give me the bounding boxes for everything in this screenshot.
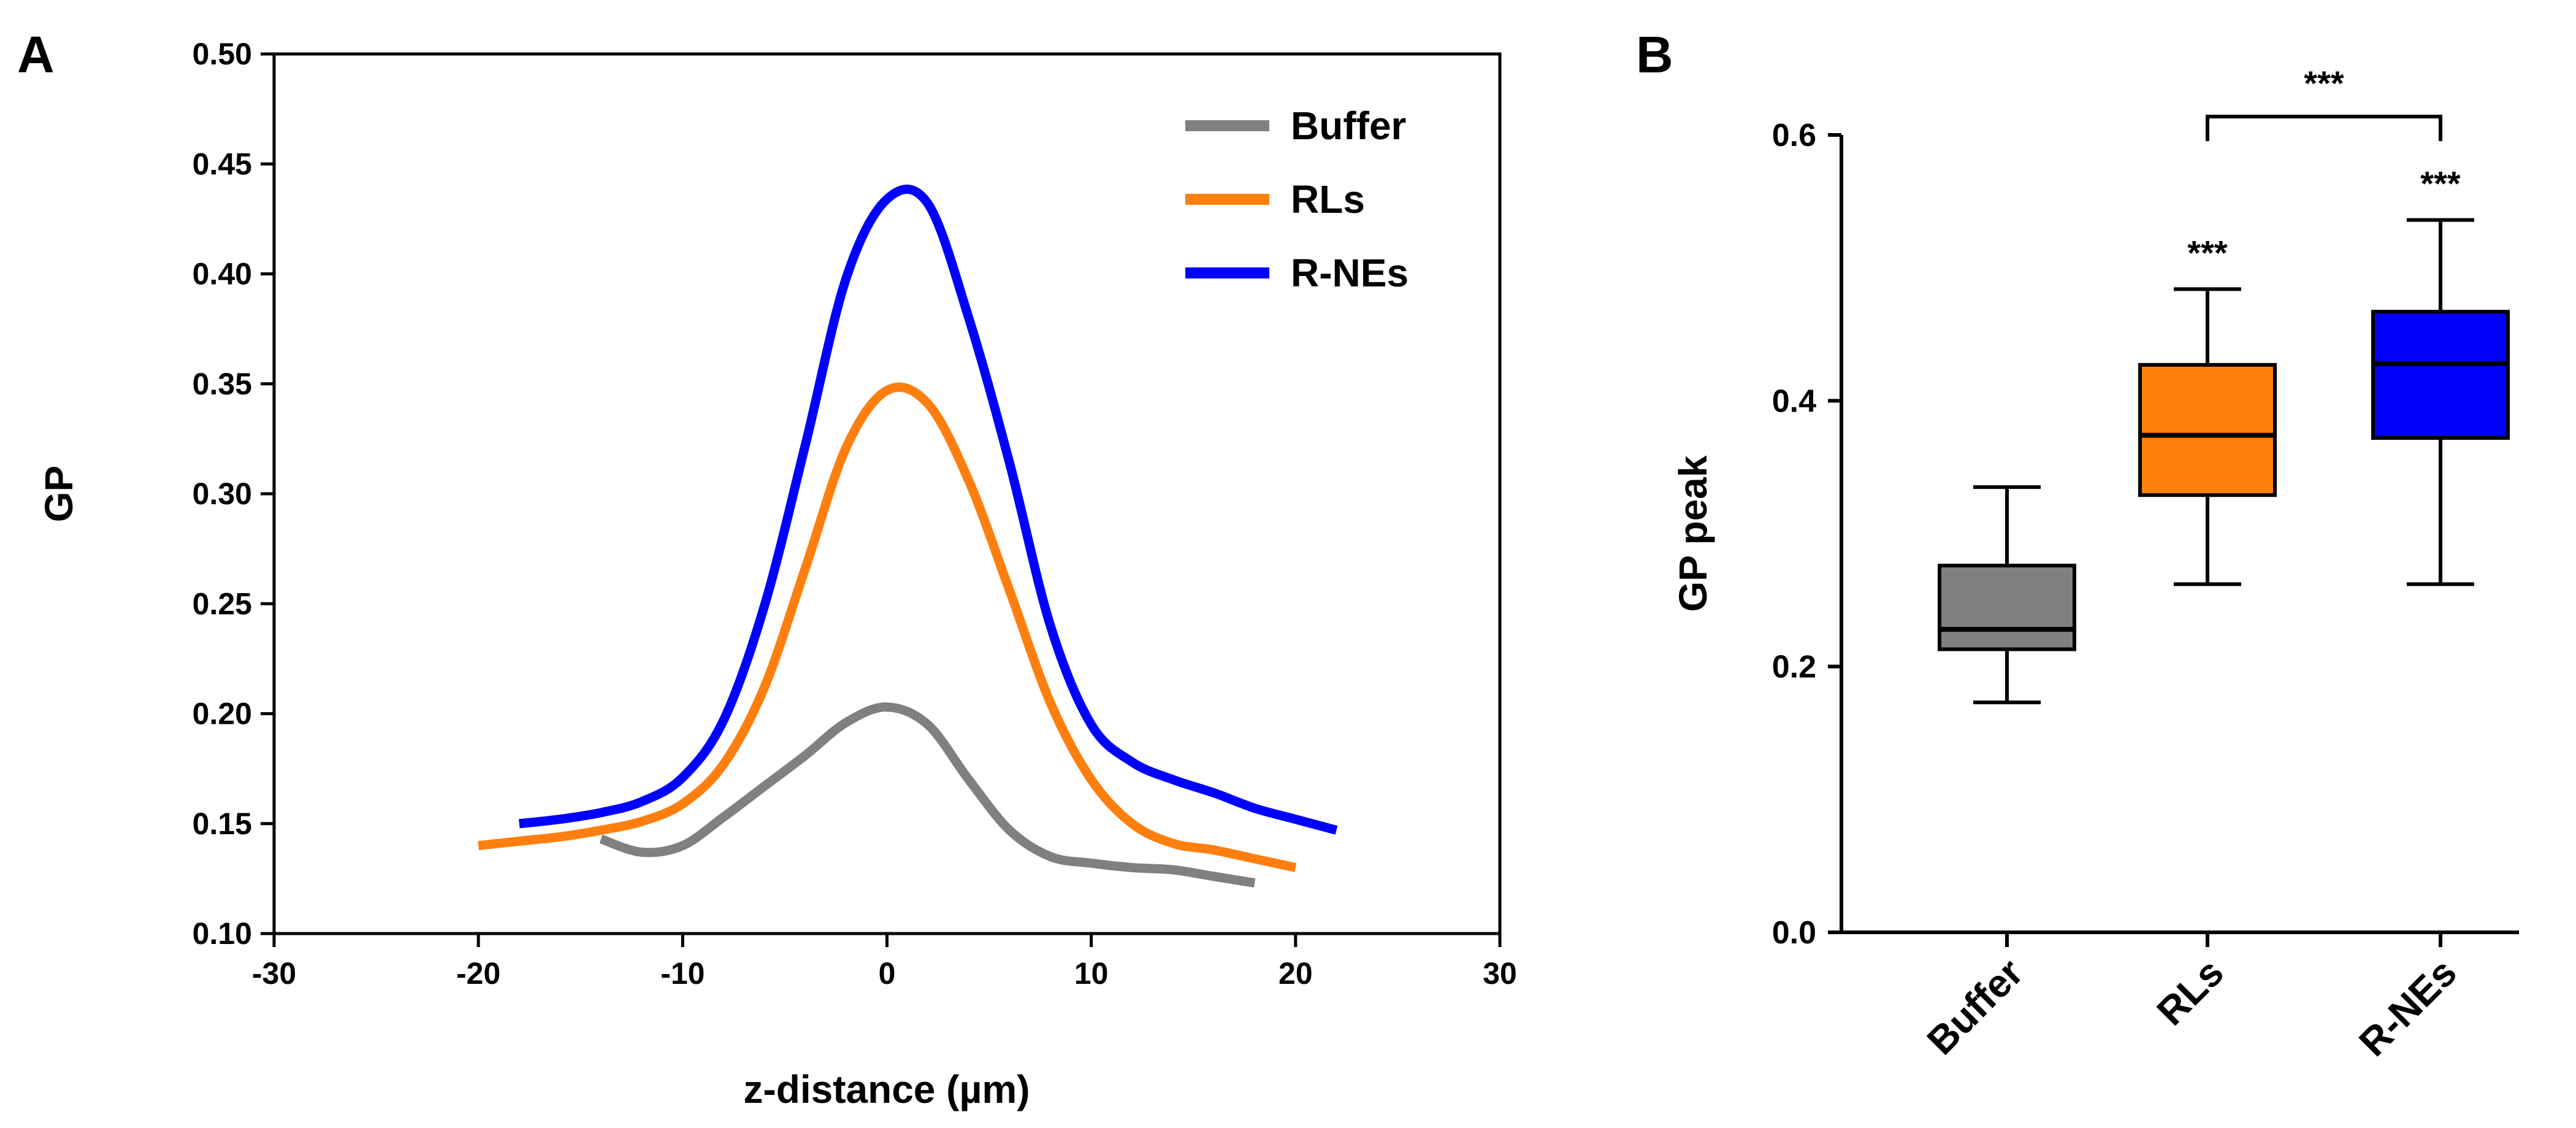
y-tick-label: 0.50 — [193, 37, 252, 71]
y-tick-label: 0.6 — [1772, 118, 1816, 153]
significance-marker-r-nes: *** — [2420, 164, 2461, 203]
legend-label-rls: RLs — [1291, 177, 1365, 221]
y-tick-label: 0.45 — [193, 147, 252, 181]
y-tick-label: 0.15 — [193, 807, 252, 841]
y-tick-label: 0.10 — [193, 916, 252, 951]
box-rls — [2138, 287, 2277, 586]
x-category-label-r-nes: R-NEs — [2350, 950, 2465, 1065]
y-tick-label: 0.20 — [193, 697, 252, 731]
panel-b-y-axis: 0.0 0.2 0.4 0.6 — [1772, 118, 1841, 951]
y-tick-label: 0.40 — [193, 257, 252, 291]
y-tick-label: 0.0 — [1772, 915, 1816, 951]
panel-a-x-axis: -30 -20 -10 0 10 20 30 — [252, 934, 1517, 991]
y-tick-label: 0.35 — [193, 367, 252, 401]
series-line-r-nes — [518, 185, 1338, 835]
box-r-nes — [2371, 218, 2510, 586]
panel-a-series-group — [478, 185, 1338, 888]
x-category-label-rls: RLs — [2148, 950, 2231, 1034]
panel-a-line-chart: -30 -20 -10 0 10 20 30 0.10 0.15 0.20 0.25 0.30 0.3… — [37, 37, 1517, 1111]
box-iqr — [2138, 363, 2277, 497]
x-tick-label: 20 — [1278, 956, 1313, 991]
panel-a-y-axis: 0.10 0.15 0.20 0.25 0.30 0.35 0.40 0.45 0.50 — [193, 37, 274, 951]
panel-label-b: B — [1636, 26, 1673, 83]
series-line-buffer — [599, 702, 1256, 888]
x-tick-label: -20 — [456, 956, 500, 991]
y-tick-label: 0.30 — [193, 477, 252, 511]
x-tick-label: 10 — [1074, 956, 1109, 991]
x-tick-label: -10 — [660, 956, 705, 991]
panel-label-a: A — [17, 26, 55, 83]
y-tick-label: 0.4 — [1772, 383, 1816, 419]
legend-label-r-nes: R-NEs — [1291, 251, 1408, 295]
y-tick-label: 0.25 — [193, 586, 252, 621]
legend-label-buffer: Buffer — [1291, 104, 1406, 148]
panel-b-y-axis-title: GP peak — [1671, 455, 1715, 612]
panel-a-y-axis-title: GP — [37, 466, 81, 522]
panel-b-boxes-group — [1938, 218, 2510, 705]
panel-a-legend: Buffer RLs R-NEs — [1185, 104, 1408, 295]
panel-b-x-axis: Buffer RLs R-NEs — [1919, 932, 2465, 1065]
significance-bracket — [2206, 115, 2442, 141]
panel-a-x-axis-title: z-distance (µm) — [743, 1067, 1030, 1111]
x-category-label-buffer: Buffer — [1919, 950, 2031, 1063]
box-buffer — [1938, 485, 2076, 705]
panel-b-significance-group: *** *** *** — [2187, 64, 2461, 272]
y-tick-label: 0.2 — [1772, 650, 1816, 685]
series-line-rls — [478, 382, 1297, 872]
x-tick-label: -30 — [252, 956, 296, 991]
significance-marker-rls: *** — [2187, 233, 2228, 272]
x-tick-label: 0 — [879, 956, 896, 991]
x-tick-label: 30 — [1483, 956, 1517, 991]
panel-b-box-plot: 0.0 0.2 0.4 0.6 Buffer RLs R-NEs *** *** *** GP… — [1671, 64, 2519, 1065]
box-iqr — [2371, 310, 2510, 440]
box-iqr — [1938, 564, 2076, 651]
significance-bracket-label: *** — [2304, 64, 2344, 102]
